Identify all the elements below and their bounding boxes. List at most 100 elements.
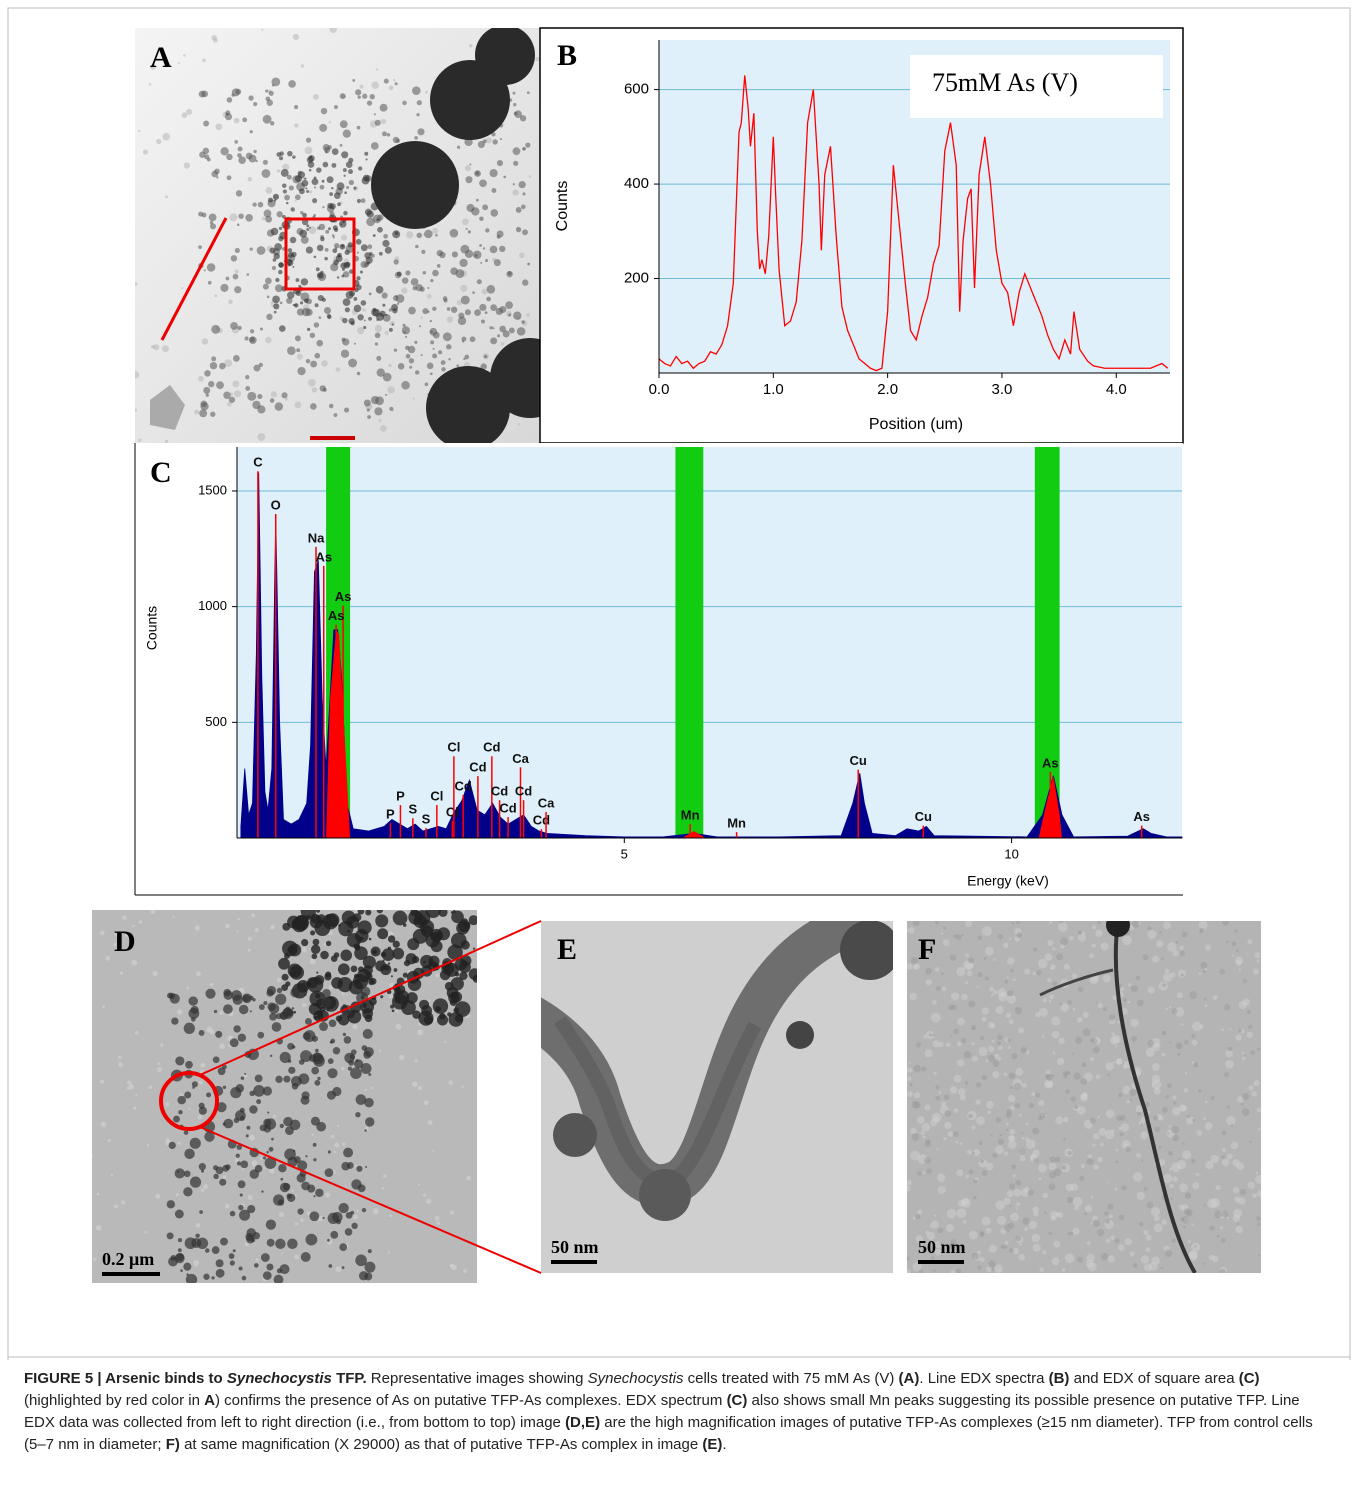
- texture: [357, 920, 372, 935]
- texture: [376, 368, 385, 377]
- texture: [982, 926, 992, 937]
- texture: [315, 1188, 324, 1198]
- texture: [262, 114, 272, 124]
- texture: [1009, 1204, 1012, 1208]
- texture: [403, 923, 407, 927]
- texture: [480, 319, 485, 324]
- texture: [907, 963, 913, 970]
- texture: [1089, 1117, 1096, 1124]
- texture: [909, 992, 918, 1001]
- texture: [1020, 1047, 1028, 1054]
- texture: [113, 1204, 118, 1209]
- texture: [238, 1204, 244, 1211]
- texture: [363, 1046, 374, 1057]
- texture: [263, 209, 272, 218]
- cell: [490, 338, 540, 418]
- texture: [949, 1086, 958, 1094]
- texture: [257, 393, 263, 400]
- texture: [96, 1192, 100, 1196]
- texture: [926, 1168, 932, 1174]
- texture: [214, 168, 220, 175]
- texture: [1051, 1030, 1060, 1039]
- texture: [372, 307, 377, 312]
- texture: [1044, 953, 1053, 962]
- texture: [991, 1268, 995, 1272]
- texture: [1242, 1092, 1250, 1101]
- texture: [314, 1079, 321, 1086]
- texture: [313, 322, 320, 328]
- texture: [1073, 1072, 1081, 1080]
- texture: [298, 284, 302, 288]
- texture: [1143, 1187, 1148, 1191]
- texture: [457, 316, 467, 326]
- texture: [308, 1054, 317, 1062]
- texture: [451, 910, 464, 924]
- texture: [420, 316, 423, 319]
- caption-text: at same magnification (X 29000) as that …: [179, 1436, 703, 1453]
- texture: [364, 1261, 376, 1273]
- texture: [937, 1173, 946, 1183]
- texture: [246, 1125, 251, 1130]
- texture: [418, 1086, 422, 1091]
- texture: [124, 931, 131, 938]
- texture: [188, 1007, 200, 1019]
- texture: [1070, 1096, 1077, 1102]
- texture: [422, 308, 429, 315]
- texture: [419, 999, 430, 1010]
- texture: [291, 919, 302, 930]
- texture: [278, 325, 286, 332]
- texture: [1198, 921, 1208, 930]
- texture: [972, 1152, 975, 1155]
- texture: [315, 267, 320, 272]
- texture: [209, 361, 218, 370]
- texture: [907, 1179, 912, 1186]
- texture: [356, 125, 361, 130]
- texture: [516, 327, 526, 336]
- texture: [432, 998, 449, 1014]
- texture: [1019, 1242, 1022, 1246]
- texture: [1007, 1094, 1016, 1103]
- texture: [1014, 1006, 1023, 1015]
- texture: [298, 1059, 305, 1065]
- texture: [396, 138, 400, 143]
- texture: [294, 1222, 298, 1226]
- texture: [344, 307, 350, 313]
- texture: [253, 102, 258, 107]
- texture: [294, 1194, 298, 1197]
- texture: [1179, 950, 1185, 957]
- texture: [944, 1121, 952, 1130]
- peak-label: Cd: [483, 740, 500, 755]
- texture: [978, 1046, 988, 1056]
- texture: [311, 178, 319, 186]
- texture: [1172, 950, 1179, 957]
- texture: [335, 1266, 342, 1273]
- texture: [312, 938, 320, 946]
- texture: [183, 162, 191, 169]
- texture: [1135, 1105, 1143, 1113]
- texture: [177, 1141, 181, 1145]
- texture: [232, 1249, 236, 1253]
- texture: [394, 231, 399, 236]
- texture: [323, 306, 332, 315]
- caption-text: . Line EDX spectra: [919, 1370, 1049, 1387]
- texture: [476, 279, 482, 285]
- texture: [305, 1155, 308, 1158]
- texture: [1053, 1240, 1061, 1248]
- texture: [305, 358, 311, 364]
- texture: [1183, 1225, 1186, 1229]
- texture: [1049, 1156, 1056, 1163]
- texture: [316, 971, 319, 974]
- texture: [956, 966, 966, 977]
- texture: [372, 1208, 379, 1215]
- texture: [286, 1193, 292, 1199]
- texture: [310, 360, 318, 368]
- texture: [426, 1198, 432, 1204]
- texture: [341, 274, 345, 278]
- texture: [309, 1211, 320, 1222]
- texture: [1202, 1117, 1206, 1121]
- texture: [1032, 1243, 1041, 1252]
- texture: [1132, 1263, 1138, 1268]
- texture: [267, 197, 273, 203]
- texture: [1158, 1159, 1166, 1166]
- texture: [1028, 1220, 1038, 1230]
